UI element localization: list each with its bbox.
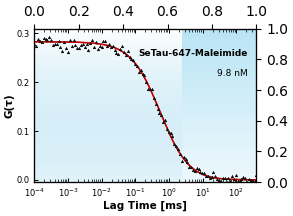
Bar <box>34 44 256 47</box>
Bar <box>34 108 256 111</box>
Bar <box>34 130 256 133</box>
Bar <box>34 148 256 151</box>
Bar <box>34 102 256 105</box>
Bar <box>34 56 256 59</box>
Bar <box>34 115 256 118</box>
Bar <box>34 173 256 176</box>
Bar <box>34 38 256 41</box>
Bar <box>34 68 256 71</box>
Bar <box>34 41 256 44</box>
Bar <box>34 105 256 108</box>
Bar <box>34 90 256 93</box>
Bar <box>34 139 256 142</box>
Bar <box>34 32 256 35</box>
Bar <box>34 65 256 68</box>
Bar <box>34 35 256 38</box>
Bar <box>34 78 256 81</box>
Bar <box>34 81 256 84</box>
Text: 9.8 nM: 9.8 nM <box>217 68 248 78</box>
Bar <box>34 62 256 65</box>
Bar <box>34 111 256 115</box>
Y-axis label: G(τ): G(τ) <box>5 93 15 118</box>
Bar <box>34 84 256 87</box>
Bar <box>34 75 256 78</box>
Bar <box>34 164 256 167</box>
Text: SeTau-647-Maleimide: SeTau-647-Maleimide <box>138 49 248 57</box>
Bar <box>34 142 256 145</box>
Bar <box>34 136 256 139</box>
Bar <box>34 96 256 99</box>
Bar <box>34 176 256 179</box>
Bar <box>34 118 256 121</box>
Bar <box>34 167 256 170</box>
Bar <box>34 50 256 53</box>
Bar <box>34 161 256 164</box>
Bar <box>34 59 256 62</box>
Bar <box>34 29 256 32</box>
X-axis label: Lag Time [ms]: Lag Time [ms] <box>103 201 187 211</box>
Bar <box>34 47 256 50</box>
Bar <box>34 99 256 102</box>
Bar <box>34 133 256 136</box>
Bar <box>34 124 256 127</box>
Bar <box>34 53 256 56</box>
Bar <box>34 158 256 161</box>
Bar <box>34 170 256 173</box>
Bar <box>34 179 256 182</box>
Bar <box>34 121 256 124</box>
Bar <box>34 155 256 158</box>
Bar <box>34 71 256 75</box>
Bar <box>34 93 256 96</box>
Bar <box>34 145 256 148</box>
Bar <box>34 87 256 90</box>
Bar <box>34 151 256 155</box>
Bar <box>34 127 256 130</box>
